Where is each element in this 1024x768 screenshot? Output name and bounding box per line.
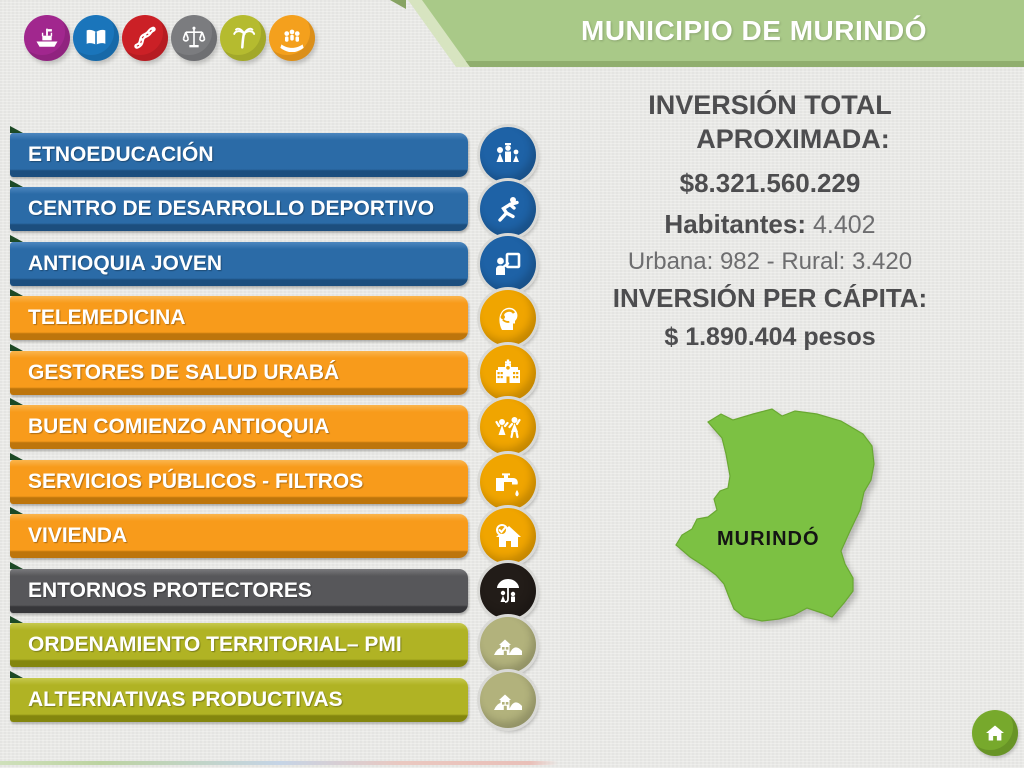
- program-row: VIVIENDA: [0, 507, 560, 564]
- program-bar-buen-comienzo[interactable]: BUEN COMIENZO ANTIOQUIA: [10, 405, 468, 449]
- program-label: ORDENAMIENTO TERRITORIAL– PMI: [28, 633, 402, 656]
- program-label: BUEN COMIENZO ANTIOQUIA: [28, 415, 330, 438]
- program-label: ETNOEDUCACIÓN: [28, 143, 214, 166]
- hospital-icon[interactable]: [480, 345, 536, 401]
- program-bar-centro-deportivo[interactable]: CENTRO DE DESARROLLO DEPORTIVO: [10, 187, 468, 231]
- municipality-shape: [675, 408, 875, 622]
- program-bar-antioquia-joven[interactable]: ANTIOQUIA JOVEN: [10, 242, 468, 286]
- program-bar-etnoeducacion[interactable]: ETNOEDUCACIÓN: [10, 133, 468, 177]
- habitantes-line: Habitantes: 4.402: [553, 209, 987, 240]
- program-row: ETNOEDUCACIÓN: [0, 126, 560, 183]
- investment-heading-line2: APROXIMADA:: [696, 124, 890, 154]
- program-bar-vivienda[interactable]: VIVIENDA: [10, 514, 468, 558]
- map-label: MURINDÓ: [717, 526, 820, 550]
- program-bar-telemedicina[interactable]: TELEMEDICINA: [10, 296, 468, 340]
- program-row: CENTRO DE DESARROLLO DEPORTIVO: [0, 180, 560, 237]
- road-icon[interactable]: [122, 15, 168, 61]
- program-row: ANTIOQUIA JOVEN: [0, 235, 560, 292]
- program-label: VIVIENDA: [28, 524, 128, 547]
- ribbon-fold: [10, 126, 23, 133]
- runner-icon[interactable]: [480, 181, 536, 237]
- program-row: ALTERNATIVAS PRODUCTIVAS: [0, 671, 560, 728]
- program-row: GESTORES DE SALUD URABÁ: [0, 344, 560, 401]
- per-capita-label: INVERSIÓN PER CÁPITA:: [612, 283, 928, 313]
- banner-corner-fold: [390, 0, 406, 9]
- investment-stats: INVERSIÓN TOTAL APROXIMADA: $8.321.560.2…: [553, 88, 987, 352]
- murindo-map: MURINDÓ: [645, 388, 955, 653]
- telehealth-head-icon[interactable]: [480, 290, 536, 346]
- program-bar-gestores-salud[interactable]: GESTORES DE SALUD URABÁ: [10, 351, 468, 395]
- scales-icon[interactable]: [171, 15, 217, 61]
- program-label: SERVICIOS PÚBLICOS - FILTROS: [28, 470, 364, 493]
- habitantes-value: 4.402: [813, 211, 876, 239]
- ribbon-fold: [10, 671, 23, 678]
- ribbon-fold: [10, 507, 23, 514]
- habitantes-label: Habitantes:: [664, 209, 806, 239]
- home-icon: [986, 725, 1004, 741]
- investment-total-value: $8.321.560.229: [679, 168, 861, 198]
- faucet-icon[interactable]: [480, 454, 536, 510]
- family-icon[interactable]: [480, 127, 536, 183]
- village-icon[interactable]: [480, 672, 536, 728]
- program-label: TELEMEDICINA: [28, 306, 186, 329]
- urbana-rural-line: Urbana: 982 - Rural: 3.420: [627, 248, 913, 275]
- ribbon-fold: [10, 562, 23, 569]
- program-bar-entornos-protectores[interactable]: ENTORNOS PROTECTORES: [10, 569, 468, 613]
- program-bar-ordenamiento-territorial[interactable]: ORDENAMIENTO TERRITORIAL– PMI: [10, 623, 468, 667]
- ribbon-fold: [10, 289, 23, 296]
- program-row: TELEMEDICINA: [0, 289, 560, 346]
- hand-people-icon[interactable]: [269, 15, 315, 61]
- palm-tree-icon[interactable]: [220, 15, 266, 61]
- program-label: GESTORES DE SALUD URABÁ: [28, 361, 340, 384]
- program-label: ENTORNOS PROTECTORES: [28, 579, 312, 602]
- program-label: ANTIOQUIA JOVEN: [28, 252, 223, 275]
- investment-heading-line1: INVERSIÓN TOTAL: [648, 90, 892, 120]
- ribbon-fold: [10, 398, 23, 405]
- ship-icon[interactable]: [24, 15, 70, 61]
- program-bar-alternativas-productivas[interactable]: ALTERNATIVAS PRODUCTIVAS: [10, 678, 468, 722]
- ribbon-fold: [10, 616, 23, 623]
- page-title: MUNICIPIO DE MURINDÓ: [581, 15, 927, 46]
- ribbon-fold: [10, 344, 23, 351]
- youth-screen-icon[interactable]: [480, 236, 536, 292]
- umbrella-family-icon[interactable]: [480, 563, 536, 619]
- program-label: ALTERNATIVAS PRODUCTIVAS: [28, 688, 343, 711]
- book-icon[interactable]: [73, 15, 119, 61]
- home-button[interactable]: [972, 710, 1018, 756]
- house-check-icon[interactable]: [480, 508, 536, 564]
- program-row: BUEN COMIENZO ANTIOQUIA: [0, 398, 560, 455]
- program-row: SERVICIOS PÚBLICOS - FILTROS: [0, 453, 560, 510]
- title-banner: MUNICIPIO DE MURINDÓ: [422, 0, 1024, 67]
- bottom-accent-strip: [0, 761, 558, 765]
- top-icon-strip: [24, 15, 315, 61]
- program-label: CENTRO DE DESARROLLO DEPORTIVO: [28, 197, 435, 220]
- village-icon[interactable]: [480, 617, 536, 673]
- children-playing-icon[interactable]: [480, 399, 536, 455]
- per-capita-value: $ 1.890.404 pesos: [664, 323, 876, 351]
- ribbon-fold: [10, 235, 23, 242]
- program-row: ENTORNOS PROTECTORES: [0, 562, 560, 619]
- ribbon-fold: [10, 453, 23, 460]
- program-bar-servicios-publicos[interactable]: SERVICIOS PÚBLICOS - FILTROS: [10, 460, 468, 504]
- ribbon-fold: [10, 180, 23, 187]
- program-row: ORDENAMIENTO TERRITORIAL– PMI: [0, 616, 560, 673]
